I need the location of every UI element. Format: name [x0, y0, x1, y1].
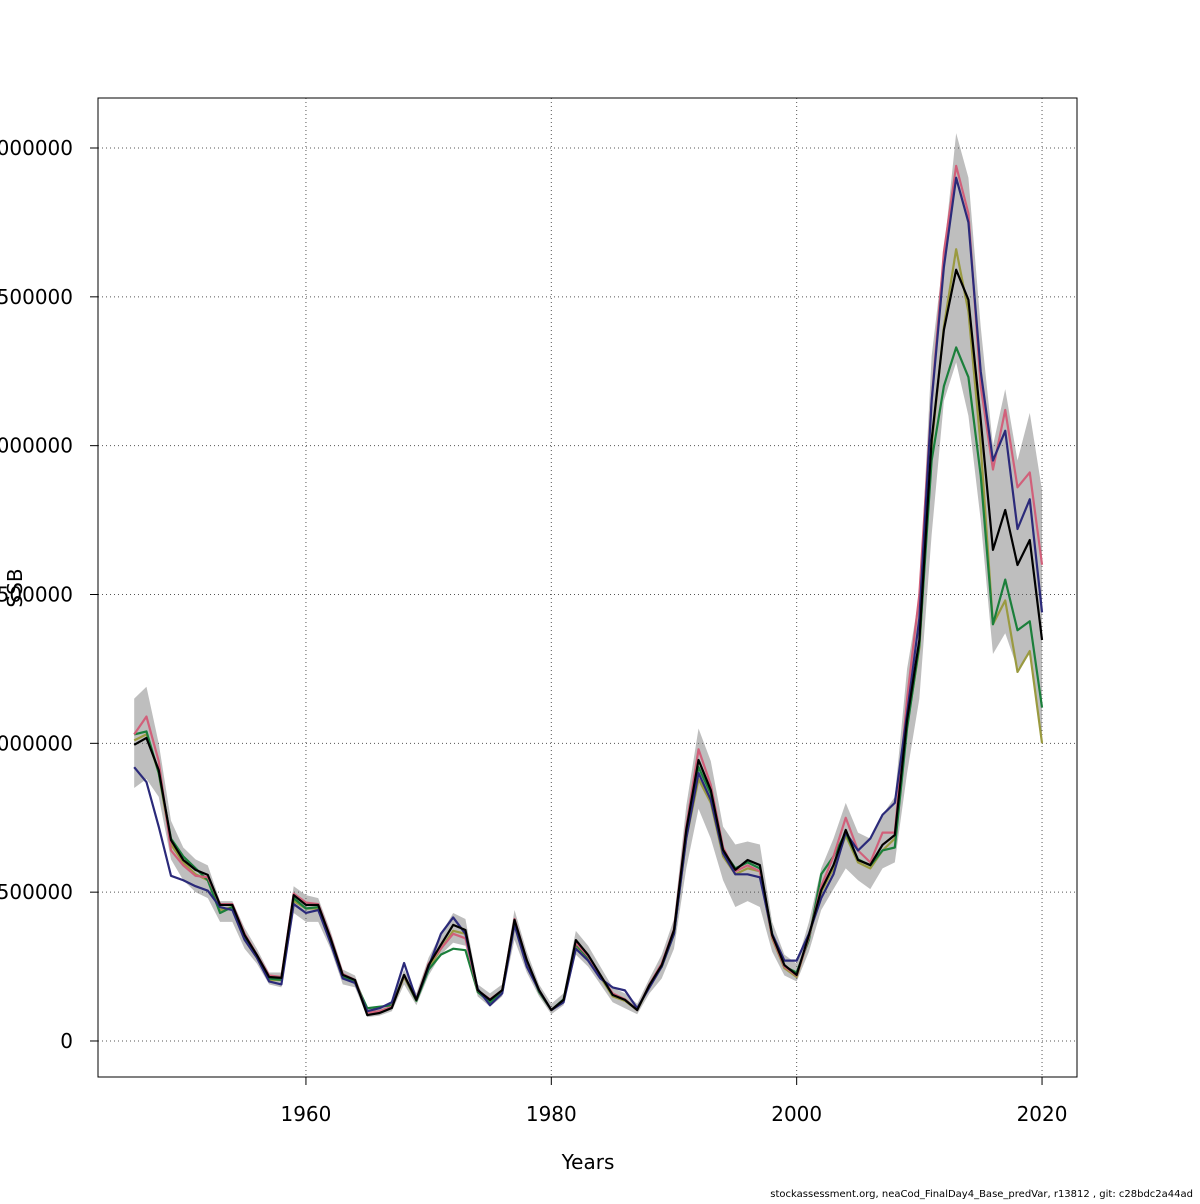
series-line — [133, 346, 1044, 1012]
footer: stockassessment.org, neaCod_FinalDay4_Ba… — [770, 1189, 1193, 1200]
x-tick-label: 1980 — [526, 1102, 577, 1126]
confidence-band — [134, 133, 1043, 1018]
y-tick-label: 0 — [60, 1029, 73, 1053]
y-tick-label: 3000000 — [0, 136, 73, 160]
plot-frame — [97, 97, 1078, 1078]
y-tick-label: 1500000 — [0, 582, 73, 606]
x-tick-label: 2000 — [771, 1102, 822, 1126]
y-tick-label: 2500000 — [0, 285, 73, 309]
x-axis-label: Years — [561, 1150, 615, 1174]
y-tick-label: 1000000 — [0, 731, 73, 755]
series-line — [133, 248, 1044, 1014]
x-tick-label: 2020 — [1017, 1102, 1068, 1126]
y-tick-label: 500000 — [0, 880, 73, 904]
y-axis-label: SSB — [3, 568, 27, 607]
y-tick-label: 2000000 — [0, 434, 73, 458]
x-tick-label: 1960 — [280, 1102, 331, 1126]
series-line — [133, 268, 1044, 1017]
series-line — [133, 164, 1044, 1014]
